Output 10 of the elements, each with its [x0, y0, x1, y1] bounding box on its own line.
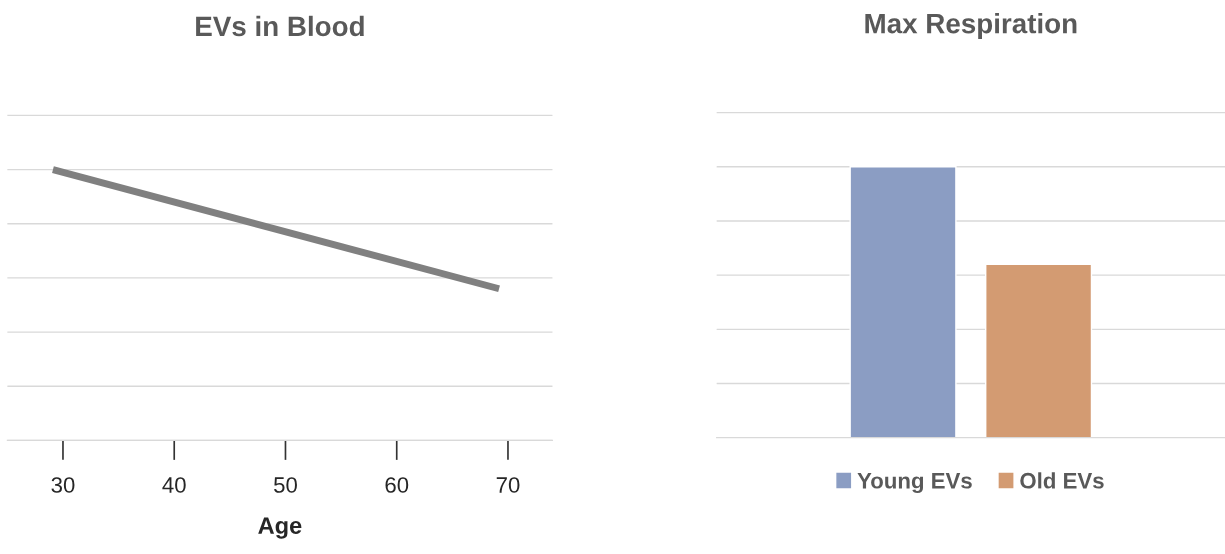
x-tick-label: 40: [162, 477, 186, 493]
legend-label: Old EVs: [1020, 472, 1104, 489]
chart-title: EVs in Blood: [196, 15, 364, 37]
chart-title: Max Respiration: [865, 13, 1077, 39]
legend-label: Young EVs: [857, 473, 972, 494]
x-tick-label: 50: [274, 477, 297, 493]
x-axis-title: Age: [258, 517, 302, 539]
x-tick-label: 60: [385, 477, 409, 493]
x-tick-label: 30: [51, 477, 75, 493]
x-tick-label: 70: [496, 477, 520, 493]
